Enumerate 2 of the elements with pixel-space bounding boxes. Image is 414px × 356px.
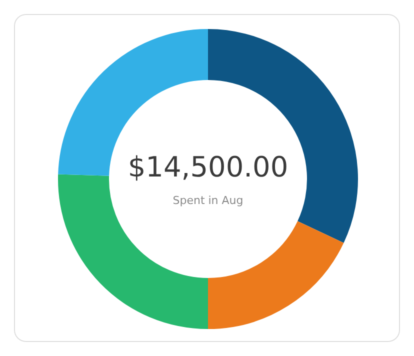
- text: $14,500.00: [128, 150, 288, 184]
- text: Spent in Aug: [172, 194, 244, 207]
